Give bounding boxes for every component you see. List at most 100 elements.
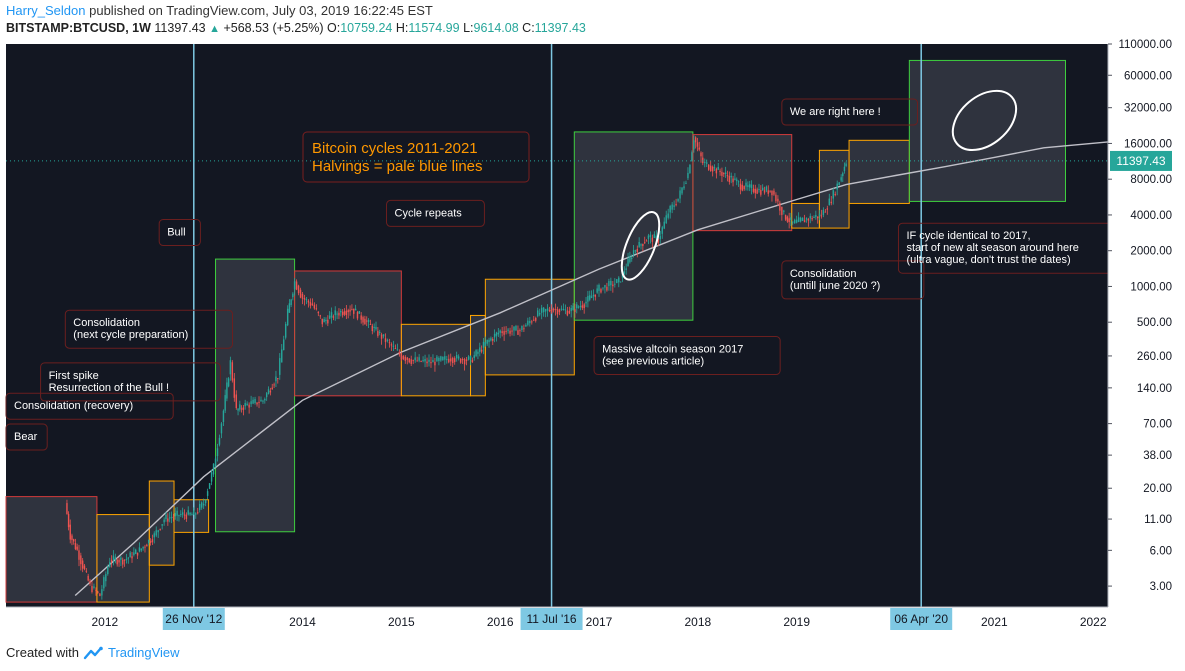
- candle-body: [384, 338, 387, 343]
- candle-body: [465, 359, 468, 361]
- candle-body: [131, 556, 133, 559]
- published-text: published on TradingView.com, July 03, 2…: [85, 3, 433, 18]
- y-tick-label: 8000.00: [1130, 174, 1172, 186]
- candle-body: [380, 334, 383, 339]
- candle-body: [521, 325, 523, 330]
- annotation-box: [593, 336, 781, 376]
- candle-body: [248, 404, 250, 408]
- candle-body: [497, 332, 500, 335]
- candle-body: [638, 241, 640, 248]
- candle-body: [99, 593, 101, 596]
- candle-body: [815, 214, 817, 217]
- candle-body: [93, 586, 95, 588]
- annotation-box: [40, 362, 221, 402]
- candle-body: [554, 308, 557, 310]
- chart-title: Bitcoin cycles 2011-2021: [312, 140, 478, 157]
- x-tick-label: 2015: [388, 615, 415, 629]
- candle-body: [163, 519, 165, 523]
- candle-body: [698, 147, 700, 150]
- y-tick-label: 6.00: [1150, 545, 1172, 557]
- candle-body: [250, 401, 252, 405]
- candle-body: [739, 183, 742, 190]
- candle-body: [598, 284, 600, 291]
- candle-body: [826, 208, 829, 210]
- y-tick-label: 32000.00: [1124, 103, 1172, 115]
- current-price-tag-bg: [1110, 150, 1172, 171]
- cycle-box-green: [215, 258, 296, 533]
- author-link[interactable]: Harry_Seldon: [6, 3, 86, 18]
- candle-body: [105, 574, 107, 582]
- candle-body: [669, 205, 671, 213]
- tradingview-logo[interactable]: TradingView: [83, 645, 180, 660]
- candle-body: [811, 217, 813, 220]
- candle-body: [271, 387, 273, 390]
- close-value: 11397.43: [534, 21, 586, 35]
- candle-body: [644, 242, 646, 244]
- candle-body: [495, 332, 498, 336]
- candle-body: [95, 589, 97, 591]
- candle-body: [408, 358, 410, 363]
- candle-body: [655, 235, 658, 239]
- annotation-text: (ultra vague, don't trust the dates): [906, 254, 1070, 266]
- candle-body: [663, 221, 665, 229]
- candle-body: [736, 179, 738, 182]
- candle-body: [356, 312, 359, 319]
- candle-body: [273, 384, 275, 386]
- candle-body: [406, 357, 408, 360]
- candle-body: [340, 310, 342, 313]
- candle-body: [538, 313, 541, 315]
- time-axis-ticks: 2012 2014 2015 2016 2017 2018 2019 2021 2022 26 N…: [91, 608, 1107, 630]
- candle-body: [689, 164, 691, 174]
- candle-body: [180, 514, 182, 516]
- annotation-text: First spike: [49, 370, 99, 382]
- candle-body: [501, 331, 503, 334]
- candle-body: [233, 378, 236, 398]
- cycle-box-green: [908, 59, 1067, 202]
- halving-date-label: 26 Nov '12: [165, 612, 222, 626]
- candle-body: [239, 404, 241, 410]
- price-axis[interactable]: [1108, 44, 1185, 607]
- candle-body: [341, 311, 344, 316]
- annotation-text: IF cycle identical to 2017,: [906, 230, 1030, 242]
- candle-body: [222, 410, 225, 422]
- candle-body: [420, 360, 422, 362]
- candle-body: [210, 472, 213, 482]
- candle-body: [120, 557, 122, 560]
- candle-body: [728, 176, 731, 183]
- candle-body: [410, 359, 412, 364]
- candle-body: [623, 271, 626, 274]
- candle-body: [283, 339, 285, 351]
- candle-body: [353, 308, 355, 314]
- candle-body: [756, 189, 758, 194]
- candle-body: [834, 194, 836, 196]
- candle-body: [499, 330, 501, 333]
- candle-body: [311, 303, 314, 306]
- candle-body: [400, 353, 403, 360]
- candle-body: [693, 140, 695, 150]
- candle-body: [845, 163, 847, 166]
- candle-body: [307, 300, 310, 303]
- candle-body: [546, 308, 549, 311]
- trend-line: [74, 141, 1109, 597]
- candle-body: [807, 218, 810, 221]
- candle-body: [784, 214, 787, 220]
- annotation-box: [781, 260, 925, 300]
- candle-body: [640, 244, 642, 246]
- candle-body: [691, 152, 693, 162]
- cycle-box-orange: [173, 499, 210, 533]
- publish-info: Harry_Seldon published on TradingView.co…: [6, 3, 433, 18]
- candle-body: [477, 351, 479, 354]
- candle-body: [818, 213, 821, 216]
- candle-body: [747, 185, 749, 188]
- candle-body: [279, 358, 281, 375]
- candle-body: [503, 331, 505, 335]
- candle-body: [657, 238, 660, 243]
- candle-body: [721, 171, 723, 176]
- candle-body: [237, 408, 239, 411]
- candle-body: [394, 348, 397, 350]
- candle-body: [631, 257, 633, 259]
- candle-body: [614, 283, 616, 285]
- candle-body: [473, 355, 475, 359]
- candle-body: [671, 204, 673, 210]
